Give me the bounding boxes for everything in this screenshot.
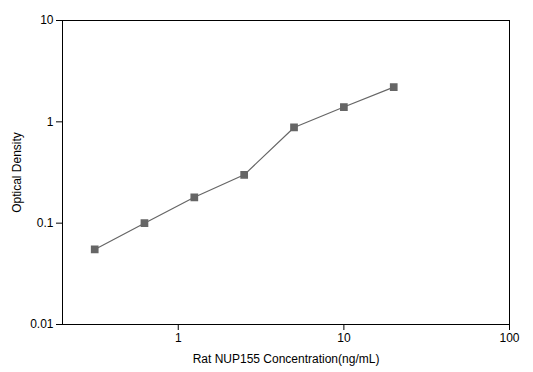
svg-text:10: 10	[337, 331, 351, 345]
svg-text:Rat NUP155 Concentration(ng/mL: Rat NUP155 Concentration(ng/mL)	[193, 352, 380, 366]
svg-text:100: 100	[499, 331, 519, 345]
svg-text:1: 1	[47, 115, 54, 129]
svg-text:0.01: 0.01	[30, 317, 54, 331]
svg-text:Optical Density: Optical Density	[10, 132, 24, 213]
svg-text:10: 10	[40, 13, 54, 27]
svg-text:1: 1	[175, 331, 182, 345]
svg-text:0.1: 0.1	[37, 216, 54, 230]
